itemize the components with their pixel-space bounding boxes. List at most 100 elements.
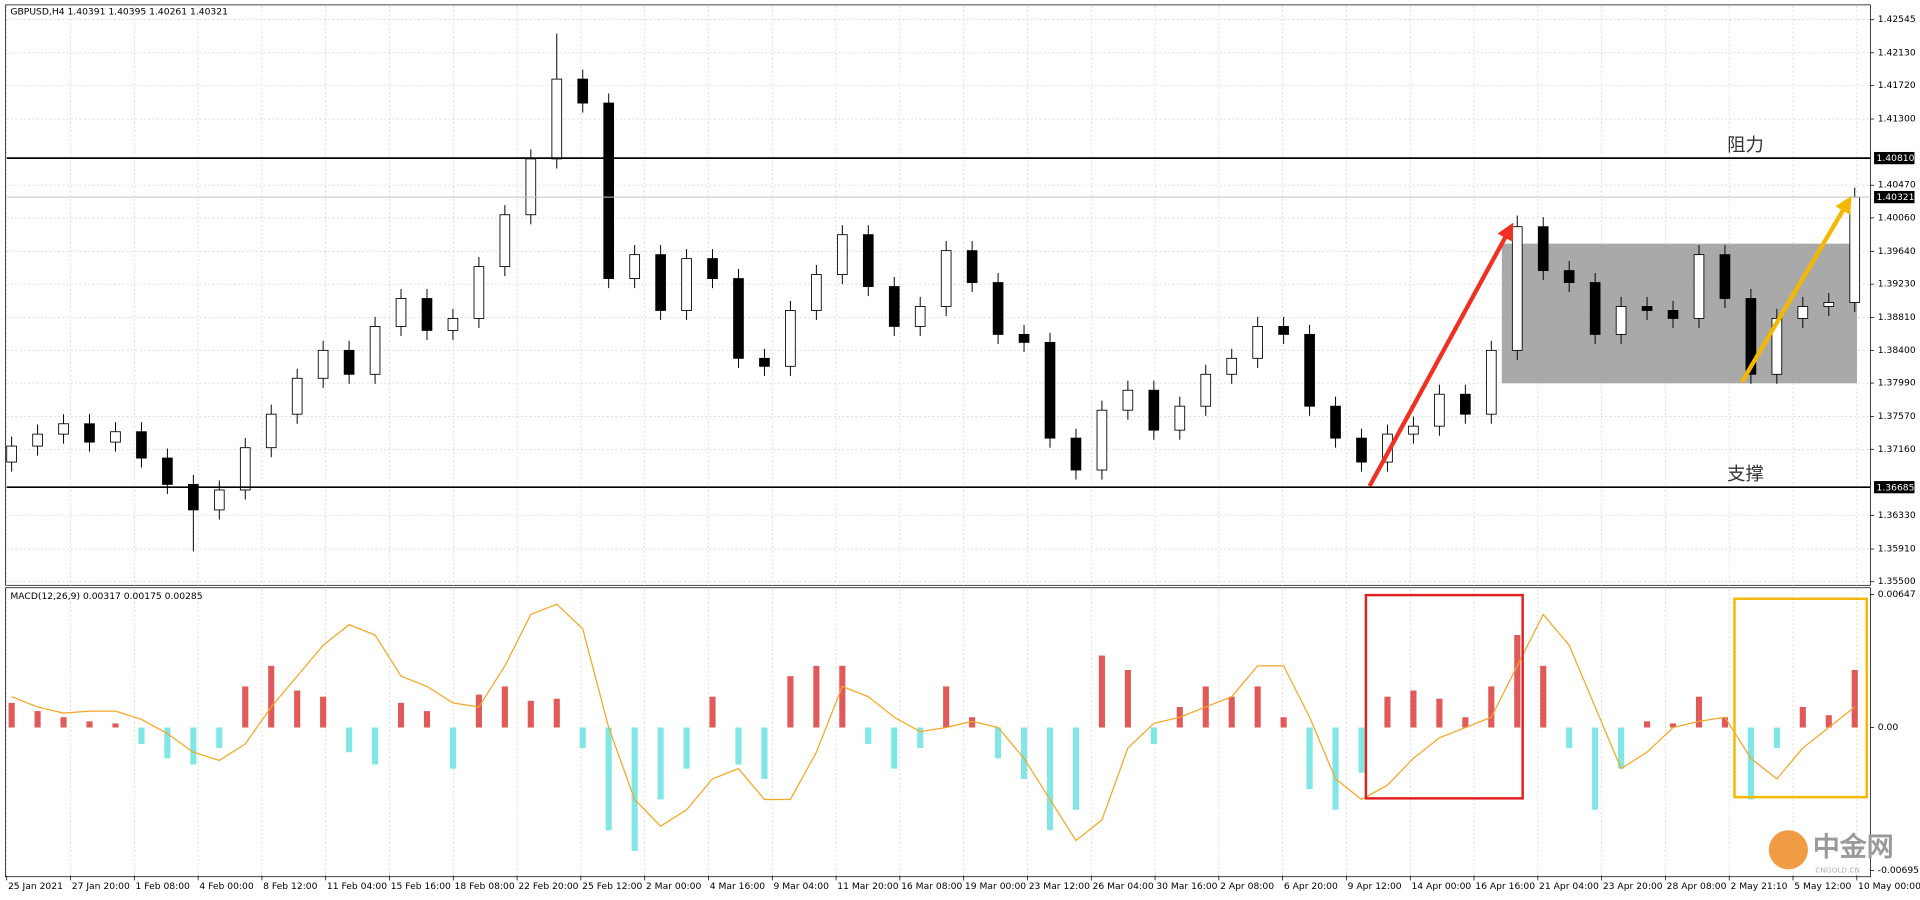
x-tick-label: 28 Apr 08:00	[1667, 881, 1727, 892]
macd-bar	[917, 727, 924, 749]
candle-body	[1096, 409, 1108, 471]
macd-bar	[761, 727, 768, 779]
x-tick-label: 5 May 12:00	[1794, 881, 1851, 892]
x-tick-label: 19 Mar 00:00	[965, 881, 1026, 892]
candle-body	[84, 423, 95, 443]
macd-bar	[320, 696, 327, 728]
macd-bar	[1124, 669, 1131, 728]
y-tick-label: 1.42130	[1878, 47, 1916, 58]
y-tick-label: 1.35910	[1878, 544, 1916, 555]
candle-body	[1849, 196, 1861, 303]
watermark-logo	[1768, 830, 1808, 870]
candle-body	[837, 234, 848, 276]
x-tick-label: 1 Feb 08:00	[136, 881, 191, 892]
candle-body	[1200, 373, 1212, 407]
candle-body	[1304, 333, 1315, 407]
x-tick-label: 23 Mar 12:00	[1029, 881, 1090, 892]
candle-body	[421, 298, 433, 331]
candle-body	[317, 349, 329, 379]
candle-body	[265, 413, 277, 449]
x-tick-label: 2 May 21:10	[1730, 881, 1787, 892]
macd-bar	[1254, 686, 1261, 728]
macd-bar	[1825, 715, 1832, 728]
macd-bar	[1669, 723, 1677, 728]
macd-bar	[1773, 727, 1780, 749]
candle-body	[162, 457, 173, 485]
candle-body	[1070, 437, 1082, 471]
macd-bar	[1410, 690, 1417, 728]
macd-bar	[1280, 717, 1287, 728]
x-tick-label: 11 Feb 04:00	[327, 881, 387, 892]
candle-body	[32, 433, 43, 447]
candle-body	[707, 258, 718, 279]
macd-bar	[709, 696, 716, 728]
x-tick-label: 27 Jan 20:00	[72, 881, 130, 892]
candle-body	[473, 266, 485, 319]
macd-bar	[242, 686, 249, 728]
macd-bar	[891, 727, 898, 769]
macd-bar	[1747, 727, 1754, 800]
macd-bar	[60, 717, 67, 728]
macd-bar	[1540, 665, 1547, 728]
macd-bar	[1592, 727, 1599, 810]
candle-body	[525, 158, 537, 216]
candle-body	[369, 326, 381, 375]
candle-body	[188, 483, 199, 511]
level-label: 1.40321	[1877, 192, 1915, 203]
macd-bar	[995, 727, 1002, 759]
macd-bar	[8, 702, 15, 728]
candle-body	[888, 286, 900, 327]
macd-panel	[5, 587, 1871, 878]
macd-bar	[372, 727, 379, 765]
macd-bar	[501, 686, 508, 728]
candle-body	[1174, 405, 1186, 431]
level-label-bg	[1874, 190, 1915, 204]
macd-bar	[1098, 655, 1105, 728]
y-tick-label: 0.00	[1878, 722, 1899, 733]
macd-bar	[1436, 698, 1443, 728]
x-tick-label: 25 Jan 2021	[8, 881, 63, 892]
x-tick-label: 22 Feb 20:00	[518, 881, 578, 892]
watermark-site: CNGOLD.CN	[1815, 866, 1860, 875]
candle-body	[1719, 254, 1731, 299]
macd-bar	[449, 727, 456, 769]
candle-body	[966, 250, 978, 283]
candle-body	[681, 258, 692, 311]
x-tick-label: 23 Apr 20:00	[1603, 881, 1663, 892]
macd-bar	[579, 727, 586, 749]
y-tick-label: -0.00695	[1878, 865, 1919, 876]
candle-body	[577, 78, 589, 104]
x-tick-label: 16 Mar 08:00	[901, 881, 962, 892]
macd-bar	[839, 665, 846, 728]
candle-body	[1278, 326, 1289, 335]
macd-bar	[1514, 635, 1521, 728]
orange-arrow	[1739, 195, 1852, 384]
macd-bar	[216, 727, 223, 749]
y-tick-label: 1.39230	[1878, 279, 1916, 290]
x-tick-label: 21 Apr 04:00	[1539, 881, 1599, 892]
candle-body	[1044, 341, 1056, 439]
macd-bar	[813, 665, 820, 728]
y-tick-label: 1.40060	[1878, 212, 1916, 223]
x-tick-label: 9 Mar 04:00	[774, 881, 830, 892]
macd-bar	[527, 700, 534, 728]
y-tick-label: 1.37160	[1878, 444, 1916, 455]
macd-bar	[969, 717, 976, 728]
red-arrow	[1367, 222, 1514, 488]
macd-bar	[1851, 669, 1858, 728]
y-tick-label: 1.39640	[1878, 246, 1916, 257]
level-text: 阻力	[1727, 135, 1764, 156]
candle-body	[992, 282, 1004, 335]
macd-bar	[294, 690, 301, 728]
candle-body	[1693, 254, 1705, 319]
macd-bar	[1332, 727, 1339, 810]
level-label: 1.40810	[1877, 153, 1915, 164]
candle-body	[862, 234, 874, 287]
candle-body	[6, 445, 17, 463]
x-tick-label: 14 Apr 00:00	[1411, 881, 1471, 892]
macd-bar	[112, 723, 119, 728]
candle-body	[1485, 349, 1497, 415]
macd-bar	[1721, 717, 1728, 728]
candle-body	[914, 306, 926, 327]
